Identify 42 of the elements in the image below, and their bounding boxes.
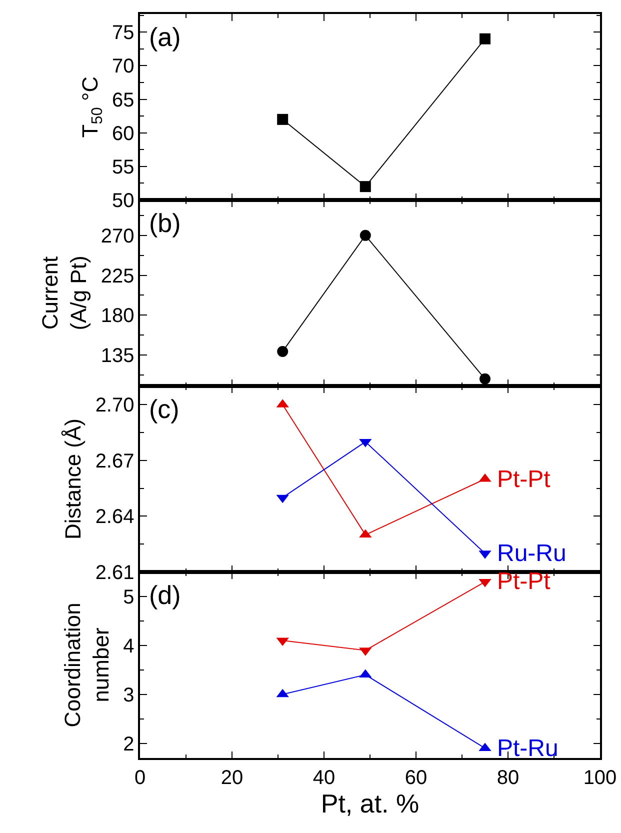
y-tick-label: 3 — [123, 684, 134, 706]
point — [360, 230, 371, 241]
y-tick-label: 5 — [123, 586, 134, 608]
x-tick-label: 20 — [220, 766, 244, 789]
point — [277, 346, 288, 357]
y-tick-label: 180 — [100, 305, 134, 328]
y-tick-label: 70 — [112, 56, 134, 78]
y-tick-label: 2 — [123, 733, 134, 756]
annotation: (a) — [149, 22, 181, 52]
y-tick-label: 270 — [100, 225, 134, 248]
y-tick-label: 65 — [112, 89, 134, 112]
y-tick-label: 60 — [112, 122, 134, 145]
y-tick-label: 2.70 — [95, 394, 134, 417]
x-tick-label: 100 — [583, 766, 617, 789]
annotation: (b) — [149, 208, 181, 238]
x-tick-label: 40 — [312, 766, 336, 789]
y-tick-label: 75 — [112, 22, 134, 44]
x-tick-label: 80 — [496, 766, 520, 789]
series-label: Pt-Pt — [497, 568, 551, 595]
series-label: Pt-Ru — [497, 735, 558, 762]
point — [360, 181, 371, 192]
point — [480, 373, 490, 384]
series-label: Ru-Ru — [497, 540, 566, 567]
y-axis-title: Current (A/g Pt) — [38, 256, 92, 330]
y-tick-label: 2.67 — [95, 450, 134, 472]
annotation: (d) — [149, 580, 181, 610]
y-tick-label: 2.64 — [95, 506, 134, 528]
y-tick-label: 225 — [100, 265, 134, 288]
y-tick-label: 4 — [123, 635, 134, 658]
x-tick-label: 0 — [134, 766, 146, 789]
point — [277, 114, 288, 125]
y-axis-title: Distance (Å) — [60, 418, 86, 540]
y-tick-label: 135 — [100, 345, 134, 367]
y-tick-label: 2.61 — [95, 562, 134, 584]
series-label: Pt-Pt — [497, 466, 551, 493]
point — [480, 33, 490, 44]
x-tick-label: 60 — [404, 766, 428, 789]
y-tick-label: 55 — [112, 156, 134, 178]
y-tick-label: 50 — [112, 190, 134, 212]
x-axis-title: Pt, at. % — [320, 788, 420, 819]
y-axis-title: Coordination number — [60, 602, 114, 728]
annotation: (c) — [149, 394, 180, 424]
